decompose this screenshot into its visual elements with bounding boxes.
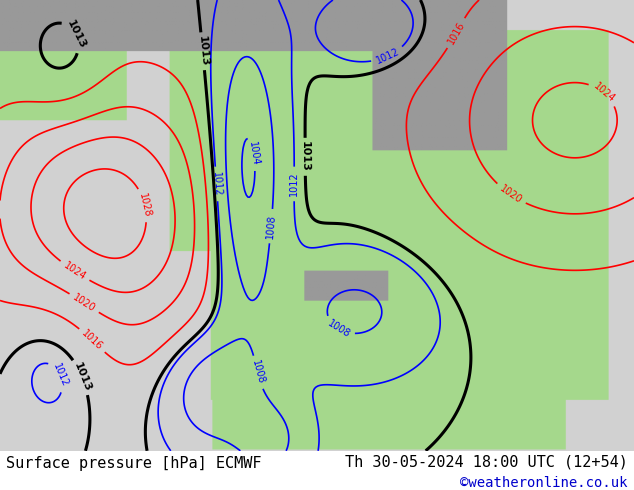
Text: Surface pressure [hPa] ECMWF: Surface pressure [hPa] ECMWF xyxy=(6,456,262,471)
Text: 1020: 1020 xyxy=(498,183,524,206)
Text: Th 30-05-2024 18:00 UTC (12+54): Th 30-05-2024 18:00 UTC (12+54) xyxy=(345,455,628,469)
Text: 1008: 1008 xyxy=(325,318,351,340)
Text: 1008: 1008 xyxy=(250,359,266,386)
Text: 1012: 1012 xyxy=(375,47,401,66)
Text: 1016: 1016 xyxy=(80,328,105,352)
Text: 1024: 1024 xyxy=(591,81,616,104)
Text: 1012: 1012 xyxy=(51,362,70,389)
Text: 1013: 1013 xyxy=(72,361,93,393)
Text: 1013: 1013 xyxy=(197,35,209,67)
Text: 1004: 1004 xyxy=(247,141,261,167)
Text: 1020: 1020 xyxy=(71,292,97,314)
Text: 1008: 1008 xyxy=(265,214,277,239)
Text: 1013: 1013 xyxy=(65,19,87,50)
Text: ©weatheronline.co.uk: ©weatheronline.co.uk xyxy=(460,476,628,490)
Text: 1028: 1028 xyxy=(137,192,152,218)
Text: 1012: 1012 xyxy=(210,172,223,196)
Text: 1013: 1013 xyxy=(300,142,310,172)
Text: 1012: 1012 xyxy=(289,172,299,196)
Text: 1016: 1016 xyxy=(446,20,467,46)
Text: 1024: 1024 xyxy=(61,260,87,282)
